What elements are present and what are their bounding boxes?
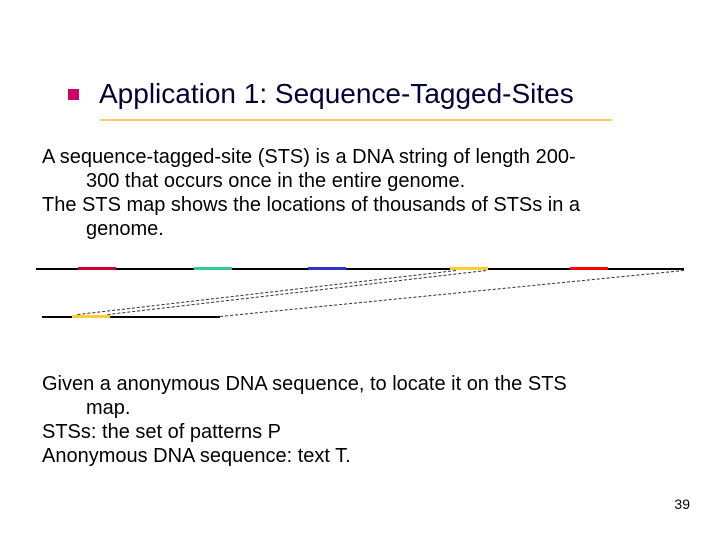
sts-segment: [308, 267, 346, 270]
read-line: [42, 316, 220, 318]
sts-segment: [78, 267, 116, 270]
sts-segment: [450, 267, 488, 270]
dash-line-1: [78, 270, 456, 315]
body-text-top: A sequence-tagged-site (STS) is a DNA st…: [42, 145, 682, 241]
body-line: Given a anonymous DNA sequence, to locat…: [42, 373, 567, 395]
body-text-bottom: Given a anonymous DNA sequence, to locat…: [42, 372, 682, 468]
sts-segment: [194, 267, 232, 270]
slide: Application 1: Sequence-Tagged-Sites A s…: [0, 0, 720, 540]
slide-title: Application 1: Sequence-Tagged-Sites: [99, 78, 574, 110]
sts-diagram: [36, 268, 686, 330]
body-line: 300 that occurs once in the entire genom…: [42, 169, 682, 193]
body-line: Anonymous DNA sequence: text T.: [42, 445, 351, 467]
title-underline: [100, 119, 612, 121]
body-line: genome.: [42, 217, 682, 241]
title-row: Application 1: Sequence-Tagged-Sites: [68, 78, 574, 110]
body-line: map.: [42, 396, 682, 420]
page-number: 39: [674, 496, 690, 512]
bullet-icon: [68, 89, 79, 100]
sts-segment: [570, 267, 608, 270]
body-line: The STS map shows the locations of thous…: [42, 194, 580, 216]
read-segment: [72, 315, 110, 318]
body-line: A sequence-tagged-site (STS) is a DNA st…: [42, 146, 576, 168]
body-line: STSs: the set of patterns P: [42, 421, 281, 443]
